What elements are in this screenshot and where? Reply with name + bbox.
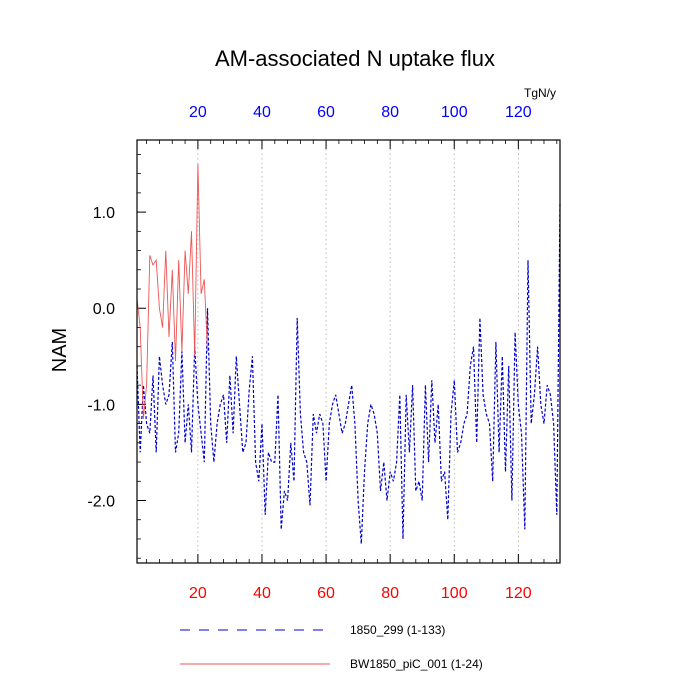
x-tick-label-bottom: 80 [381, 585, 399, 602]
plot-frame [136, 139, 561, 564]
x-tick-label-bottom: 60 [317, 585, 335, 602]
legend-label: 1850_299 (1-133) [350, 623, 445, 637]
series-lines [136, 163, 561, 544]
legend-label: BW1850_piC_001 (1-24) [350, 657, 483, 671]
x-tick-label-top: 100 [441, 104, 468, 121]
y-tick-label: 1.0 [93, 205, 115, 222]
x-tick-label-top: 120 [505, 104, 532, 121]
top-axis-unit: TgN/y [524, 86, 556, 100]
y-tick-label: -2.0 [87, 494, 115, 511]
x-tick-label-bottom: 20 [189, 585, 207, 602]
x-tick-label-top: 60 [317, 104, 335, 121]
series-line [136, 163, 208, 419]
x-tick-label-top: 20 [189, 104, 207, 121]
x-tick-label-bottom: 100 [441, 585, 468, 602]
axis-ticks: 20 20 40 40 60 60 80 80 100 100 120 120 1.0 0.0 -1.0 -2… [87, 104, 558, 602]
x-tick-label-top: 80 [381, 104, 399, 121]
y-tick-label: -1.0 [87, 397, 115, 414]
y-tick-label: 0.0 [93, 301, 115, 318]
y-axis-label: NAM [49, 328, 71, 372]
grid-lines [197, 140, 519, 563]
chart-title: AM-associated N uptake flux [215, 46, 495, 71]
x-tick-label-bottom: 40 [253, 585, 271, 602]
series-line [136, 202, 561, 544]
x-tick-label-top: 40 [253, 104, 271, 121]
x-tick-label-bottom: 120 [505, 585, 532, 602]
legend: 1850_299 (1-133) BW1850_piC_001 (1-24) [180, 623, 483, 671]
